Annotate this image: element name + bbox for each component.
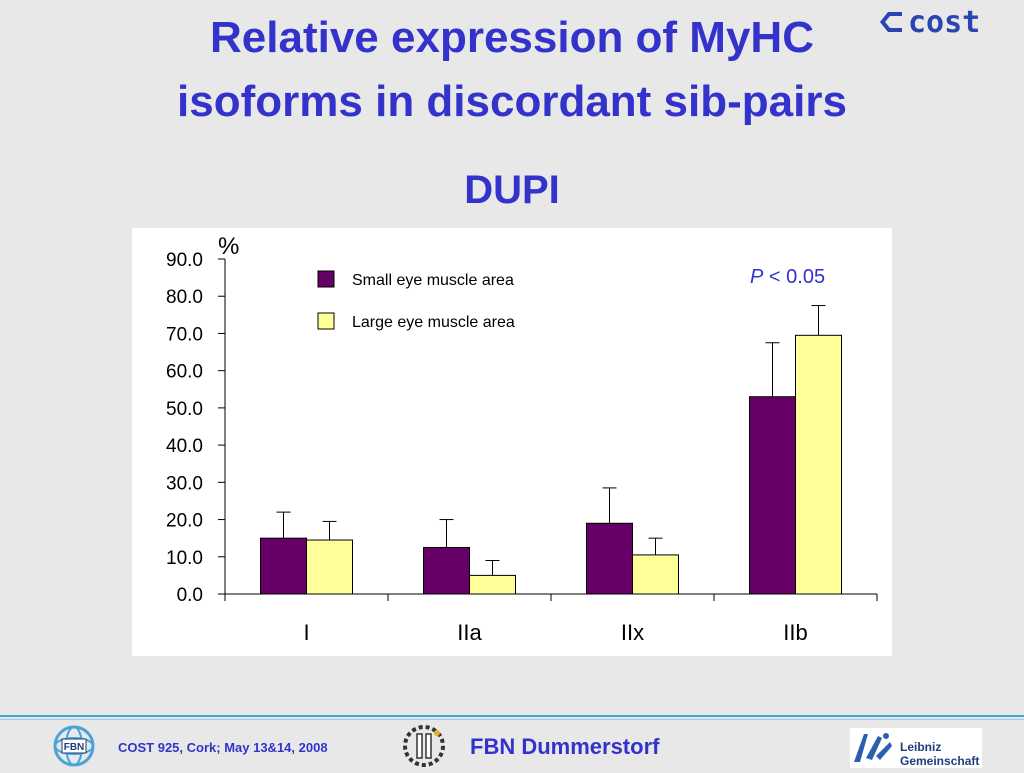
legend-label-large: Large eye muscle area (352, 314, 515, 331)
y-tick-label: 40.0 (166, 436, 203, 457)
footer-divider-thin (0, 719, 1024, 720)
legend-swatch-small (317, 270, 335, 288)
x-category-label: IIx (621, 620, 644, 645)
y-tick-label: 80.0 (166, 287, 203, 308)
y-tick-label: 30.0 (166, 473, 203, 494)
y-tick-label: 60.0 (166, 362, 203, 383)
p-symbol: P (750, 266, 764, 288)
legend-label-small: Small eye muscle area (352, 272, 514, 289)
bar (795, 334, 842, 595)
leibniz-label-line-1: Leibniz (900, 740, 942, 754)
legend-swatch-large (317, 312, 335, 330)
fbn-logo: FBN (53, 725, 95, 767)
leibniz-logo (850, 728, 982, 768)
x-category-label: IIb (783, 620, 807, 645)
bar (260, 537, 307, 595)
leibniz-mark-icon (854, 733, 892, 762)
error-bars (276, 305, 826, 576)
y-tick-label: 50.0 (166, 399, 203, 420)
y-unit-label: % (218, 233, 239, 260)
slide-title-line-1: Relative expression of MyHC (210, 13, 814, 62)
footer-institute-name: FBN Dummerstorf (470, 734, 660, 759)
leibniz-label-line-2: Gemeinschaft (900, 754, 980, 768)
bar (469, 574, 516, 595)
y-axis: 0.0 10.0 20.0 30.0 40.0 50.0 60.0 70.0 80.0 90.0 (166, 250, 226, 606)
chart-svg: 0.010.020.030.040.050.060.070.080.090.0 … (166, 233, 878, 645)
chart-area: 0.0 10.0 20.0 30.0 40.0 50.0 60.0 70.0 80.0 90.0 … (132, 228, 892, 656)
chain-seal-icon (403, 725, 445, 767)
legend: Small eye muscle area Large eye muscle a… (317, 270, 515, 331)
y-tick-label: 20.0 (166, 511, 203, 532)
x-category-label: I (303, 620, 309, 645)
cost-logo: cost (880, 5, 980, 40)
bars (260, 334, 842, 595)
bar (632, 554, 679, 595)
bar (586, 522, 633, 595)
p-rest: < 0.05 (763, 266, 825, 288)
bar (423, 546, 470, 595)
y-tick-label: 0.0 (177, 585, 203, 606)
chart-subtitle: DUPI (464, 168, 560, 212)
y-tick-label: 90.0 (166, 250, 203, 271)
bar (306, 539, 353, 595)
y-tick-label: 70.0 (166, 324, 203, 345)
fbn-logo-text: FBN (64, 742, 85, 753)
x-category-label: IIa (457, 620, 482, 645)
cost-logo-text: cost (908, 5, 980, 40)
x-axis: I IIa IIx IIb (224, 593, 878, 645)
bar (749, 396, 796, 595)
footer-divider (0, 715, 1024, 717)
slide-title-line-2: isoforms in discordant sib-pairs (177, 77, 847, 126)
p-value-annotation: P < 0.05 (750, 266, 825, 288)
footer-event-text: COST 925, Cork; May 13&14, 2008 (118, 740, 328, 755)
y-tick-label: 10.0 (166, 548, 203, 569)
